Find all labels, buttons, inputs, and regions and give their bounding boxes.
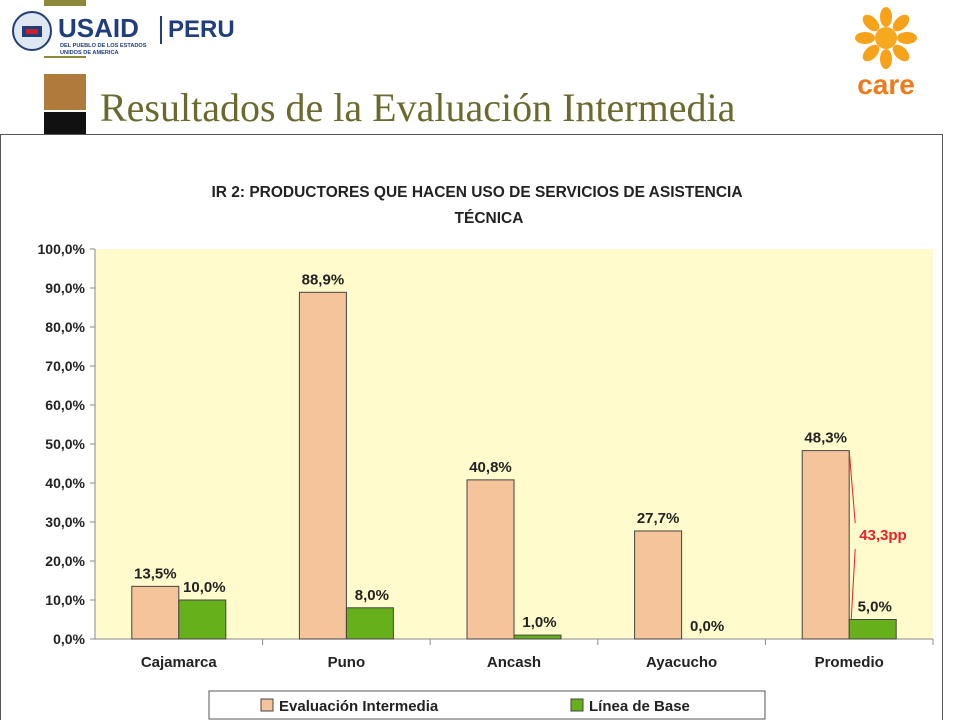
decor-block-brown (44, 74, 86, 110)
bar-linea-de-base (513, 634, 562, 640)
bar-chart: IR 2: PRODUCTORES QUE HACEN USO DE SERVI… (38, 184, 934, 720)
x-tick-label: Ayacucho (646, 654, 717, 671)
bar-evaluacion-intermedia (466, 479, 515, 640)
legend-swatch-evaluacion (260, 698, 274, 712)
annotation-line-top (848, 450, 856, 524)
data-label-linea-base: 5,0% (858, 599, 892, 616)
annotation-difference: 43,3pp (859, 527, 907, 544)
data-label-linea-base: 0,0% (690, 618, 724, 635)
y-tick-label: 40,0% (45, 475, 85, 491)
data-label-linea-base: 1,0% (522, 614, 556, 631)
svg-text:care: care (857, 69, 915, 98)
data-label-evaluacion: 13,5% (134, 565, 177, 582)
page-title: Resultados de la Evaluación Intermedia (100, 85, 736, 130)
x-tick-label: Ancash (487, 654, 541, 671)
bar-evaluacion-intermedia (131, 585, 180, 640)
y-tick-label: 80,0% (45, 319, 85, 335)
legend-label-linea-base: Línea de Base (589, 698, 690, 715)
x-tick-label: Promedio (815, 654, 884, 671)
bar-evaluacion-intermedia (634, 530, 683, 640)
legend-box (208, 690, 766, 720)
data-label-linea-base: 8,0% (355, 587, 389, 604)
annotation-line-bottom (850, 549, 856, 620)
svg-text:UNIDOS DE AMERICA: UNIDOS DE AMERICA (60, 50, 119, 56)
data-label-evaluacion: 88,9% (302, 271, 345, 288)
data-label-linea-base: 10,0% (183, 579, 226, 596)
care-logo: care (855, 7, 917, 98)
data-label-evaluacion: 27,7% (637, 510, 680, 527)
svg-text:PERU: PERU (168, 16, 235, 43)
bar-evaluacion-intermedia (298, 291, 347, 640)
legend-label-evaluacion: Evaluación Intermedia (279, 698, 439, 715)
y-tick-label: 10,0% (45, 592, 85, 608)
data-label-evaluacion: 40,8% (469, 459, 512, 476)
legend-swatch-linea-base (570, 698, 584, 712)
svg-text:DEL PUEBLO DE LOS ESTADOS: DEL PUEBLO DE LOS ESTADOS (60, 43, 147, 49)
chart-title-line2: TÉCNICA (455, 210, 524, 227)
y-tick-label: 90,0% (45, 280, 85, 296)
y-tick-label: 50,0% (45, 436, 85, 452)
y-tick-label: 70,0% (45, 358, 85, 374)
y-tick-label: 20,0% (45, 553, 85, 569)
y-tick-label: 100,0% (38, 241, 86, 257)
bar-linea-de-base (848, 619, 897, 640)
bar-evaluacion-intermedia (801, 450, 850, 640)
y-tick-label: 0,0% (53, 631, 85, 647)
bar-linea-de-base (345, 607, 394, 640)
svg-text:USAID: USAID (58, 13, 139, 43)
chart-title-line1: IR 2: PRODUCTORES QUE HACEN USO DE SERVI… (211, 184, 742, 201)
chart-frame: IR 2: PRODUCTORES QUE HACEN USO DE SERVI… (0, 134, 943, 720)
usaid-logo: USAID PERU DEL PUEBLO DE LOS ESTADOS UNI… (8, 6, 248, 56)
bar-linea-de-base (178, 599, 227, 640)
data-label-evaluacion: 48,3% (804, 430, 847, 447)
y-tick-label: 30,0% (45, 514, 85, 530)
y-tick-label: 60,0% (45, 397, 85, 413)
x-tick-label: Cajamarca (141, 654, 218, 671)
decor-block-black (44, 112, 86, 136)
x-tick-label: Puno (328, 654, 366, 671)
